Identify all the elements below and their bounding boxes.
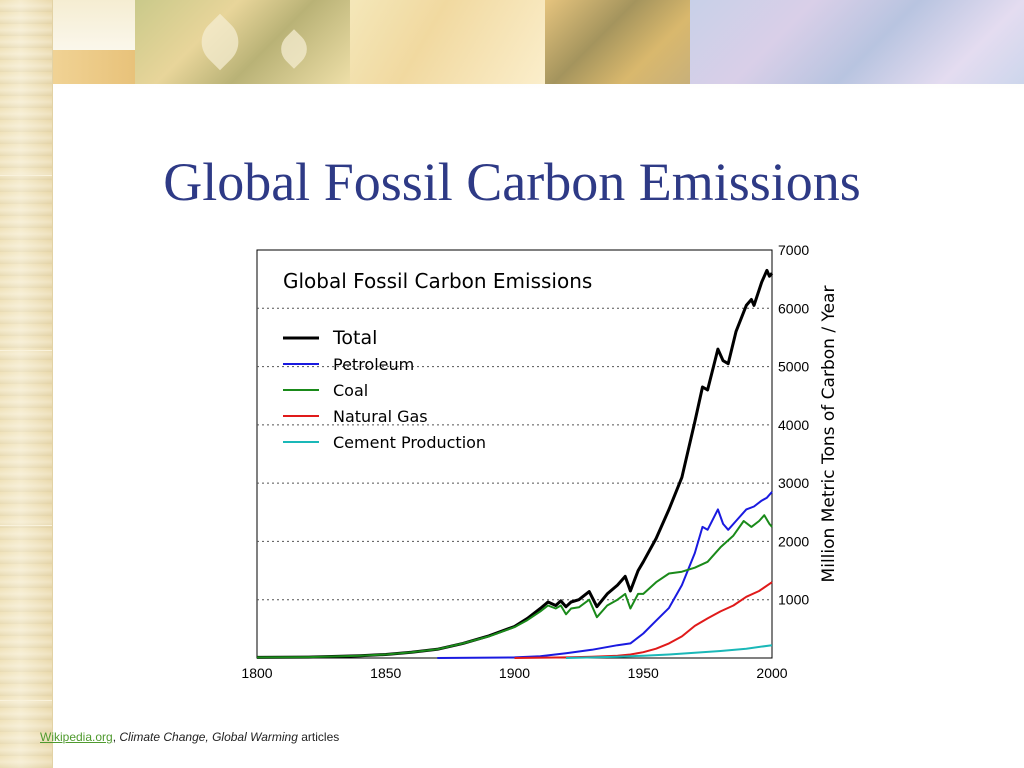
chart-title: Global Fossil Carbon Emissions xyxy=(283,269,592,293)
y-axis-label: Million Metric Tons of Carbon / Year xyxy=(819,286,839,583)
legend-label: Petroleum xyxy=(333,355,414,374)
banner-tile xyxy=(545,0,690,84)
legend-label: Total xyxy=(332,327,377,349)
x-tick-label: 1800 xyxy=(241,665,272,681)
legend-label: Cement Production xyxy=(333,433,486,452)
series-line-petroleum xyxy=(437,491,773,659)
legend-label: Coal xyxy=(333,381,368,400)
y-tick-label: 6000 xyxy=(778,300,809,316)
strip-divider xyxy=(0,175,52,176)
series-line-coal xyxy=(256,514,773,659)
footer-suffix: articles xyxy=(297,730,340,744)
y-tick-label: 4000 xyxy=(778,417,809,433)
banner-tile xyxy=(690,0,1024,84)
top-banner xyxy=(0,0,1024,90)
x-tick-label: 1900 xyxy=(499,665,530,681)
footer-separator: , xyxy=(112,730,120,744)
strip-divider xyxy=(0,350,52,351)
footer-citation: Wikipedia.org, Climate Change, Global Wa… xyxy=(40,730,339,744)
y-tick-label: 5000 xyxy=(778,359,809,375)
strip-divider xyxy=(0,700,52,701)
slide-title: Global Fossil Carbon Emissions xyxy=(163,152,861,212)
x-tick-label: 2000 xyxy=(756,665,787,681)
banner-tile xyxy=(350,0,545,84)
y-tick-label: 7000 xyxy=(778,242,809,258)
y-tick-label: 2000 xyxy=(778,533,809,549)
plot-area xyxy=(256,249,773,659)
wikipedia-link[interactable]: Wikipedia.org xyxy=(40,730,113,744)
series-line-cement-production xyxy=(565,644,773,659)
footer-article-names: Climate Change, Global Warming xyxy=(119,730,298,744)
strip-divider xyxy=(0,525,52,526)
emissions-line-chart: 1000 2000 3000 4000 5000 6000 7000 1800 1850 1900… xyxy=(241,242,839,681)
y-tick-label: 1000 xyxy=(778,592,809,608)
legend-label: Natural Gas xyxy=(333,407,428,426)
y-tick-label: 3000 xyxy=(778,475,809,491)
banner-tile xyxy=(135,0,350,84)
x-tick-label: 1850 xyxy=(370,665,401,681)
x-tick-label: 1950 xyxy=(628,665,659,681)
left-decorative-strip xyxy=(0,0,53,768)
